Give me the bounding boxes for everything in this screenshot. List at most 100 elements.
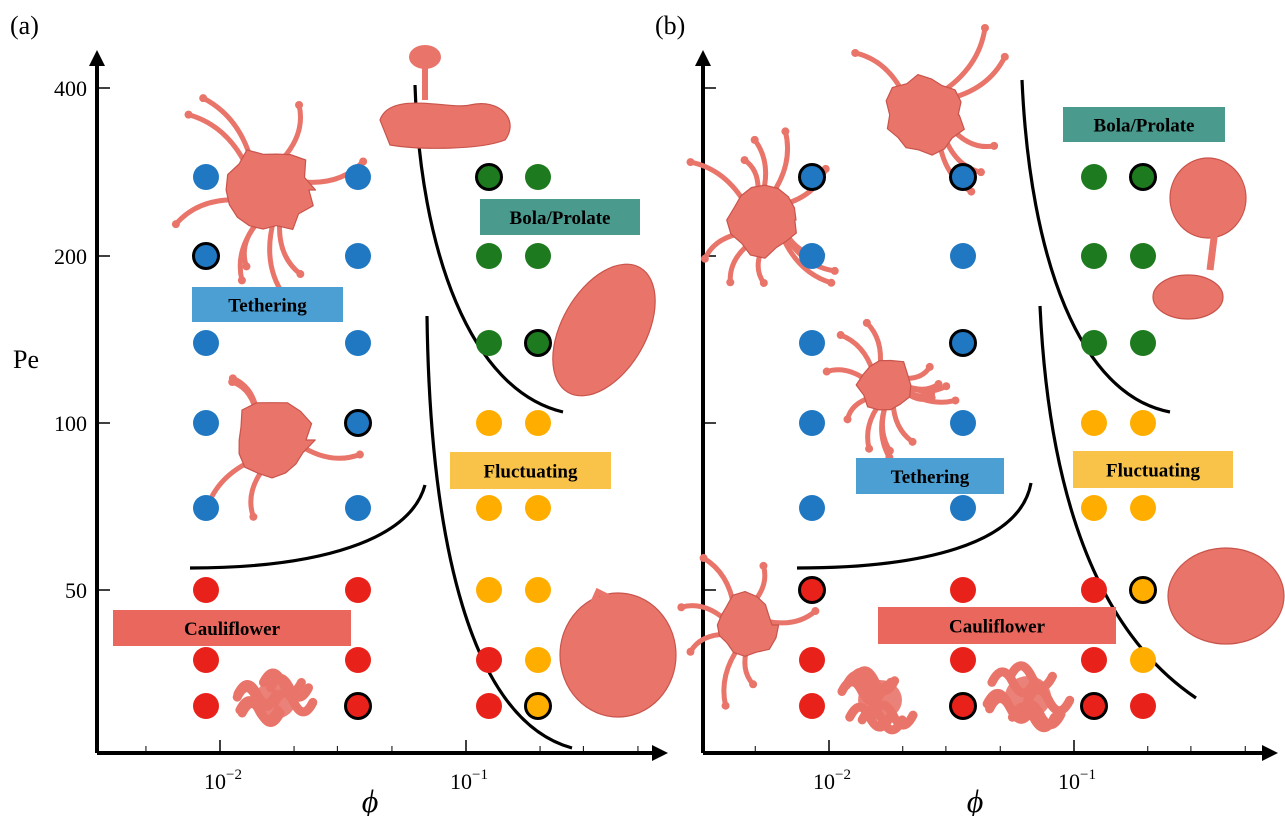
data-point-fluctuating xyxy=(1081,495,1107,521)
membrane-tether-tip xyxy=(990,141,999,150)
data-point-fluctuating xyxy=(476,577,502,603)
membrane-tether-tip xyxy=(822,367,831,376)
data-point-cauliflower xyxy=(1080,692,1108,720)
region-label-fluctuating-box xyxy=(450,452,611,489)
x-axis-arrow xyxy=(1262,745,1278,761)
membrane-tether-tip xyxy=(721,701,730,710)
membrane-tether-tip xyxy=(726,278,735,287)
membrane-tether-tip xyxy=(827,278,836,287)
data-point-tethering xyxy=(193,164,219,190)
membrane-fluctuating xyxy=(1167,547,1285,645)
membrane-prolate xyxy=(552,263,656,397)
membrane-tether-tip xyxy=(980,23,989,32)
membrane-tether-tip xyxy=(851,48,860,57)
data-point-bola-prolate xyxy=(1129,163,1157,191)
data-point-fluctuating xyxy=(1130,410,1156,436)
phase-boundary xyxy=(1038,305,1197,700)
x-tick-label: 10−2 xyxy=(813,767,851,794)
data-point-tethering xyxy=(949,163,977,191)
membrane-tether xyxy=(763,608,818,626)
x-tick-label: 10−2 xyxy=(204,767,242,794)
data-point-fluctuating xyxy=(525,495,551,521)
membrane-tether xyxy=(890,398,916,445)
data-point-bola-prolate xyxy=(476,330,502,356)
region-label-tethering-box xyxy=(192,287,343,322)
y-axis-arrow xyxy=(695,50,711,66)
membrane-tether-tip xyxy=(237,276,246,285)
data-point-bola-prolate xyxy=(1081,243,1107,269)
membrane-bola-head xyxy=(409,45,441,69)
membrane-tether-tip xyxy=(934,380,943,389)
membrane-tether-tip xyxy=(749,680,758,689)
phase-boundary xyxy=(1020,79,1171,414)
phase-boundary xyxy=(413,84,564,414)
data-point-fluctuating xyxy=(525,410,551,436)
data-point-fluctuating xyxy=(476,495,502,521)
data-point-fluctuating xyxy=(525,647,551,673)
membrane-tether-tip xyxy=(686,158,695,167)
data-point-cauliflower xyxy=(193,577,219,603)
data-point-bola-prolate xyxy=(1081,164,1107,190)
data-point-tethering xyxy=(799,330,825,356)
membrane-tether-tip xyxy=(951,396,960,405)
membrane-tether-tip xyxy=(171,220,180,229)
membrane-tether-tip xyxy=(750,135,759,144)
region-label-fluctuating: Fluctuating xyxy=(1106,461,1200,482)
data-point-bola-prolate xyxy=(475,163,503,191)
membrane-tether xyxy=(701,555,737,610)
phase-boundary xyxy=(189,484,427,570)
data-point-tethering xyxy=(345,243,371,269)
data-point-tethering xyxy=(950,495,976,521)
membrane-body xyxy=(885,74,965,156)
membrane-tether xyxy=(688,159,749,208)
membrane-tether-tip xyxy=(759,278,768,287)
x-tick-label: 10−1 xyxy=(1058,767,1096,794)
membrane-body xyxy=(225,149,317,230)
data-point-tethering xyxy=(799,243,825,269)
data-point-tethering xyxy=(799,495,825,521)
data-point-cauliflower xyxy=(950,577,976,603)
membrane-tether-tip xyxy=(942,382,951,391)
membrane-tether-tip xyxy=(359,157,368,166)
data-point-fluctuating xyxy=(1130,647,1156,673)
region-label-cauliflower-box xyxy=(878,607,1116,644)
data-point-cauliflower xyxy=(799,647,825,673)
membrane-tether-tip xyxy=(686,647,695,656)
membrane-tether-tip xyxy=(242,262,251,271)
x-axis-title: ϕ xyxy=(967,783,984,816)
region-label-cauliflower: Cauliflower xyxy=(949,617,1046,638)
data-point-cauliflower xyxy=(799,693,825,719)
panel-a: (a) 50 100 200 400 10−2 10−1 ϕ Pe Tethering Bola/P… xyxy=(10,11,677,816)
membrane-renders xyxy=(171,45,677,727)
membrane-tether-tip xyxy=(843,415,852,424)
region-label-cauliflower-box xyxy=(113,610,351,646)
y-axis-arrow xyxy=(89,50,105,66)
data-point-cauliflower xyxy=(1130,693,1156,719)
membrane-tether xyxy=(277,102,304,165)
region-label-fluctuating: Fluctuating xyxy=(484,462,578,483)
membrane-tether-tip xyxy=(836,331,845,340)
panel-letter: (b) xyxy=(655,11,685,40)
membrane-tether-tip xyxy=(862,318,871,327)
y-tick-label: 100 xyxy=(54,411,87,436)
data-point-fluctuating xyxy=(1129,576,1157,604)
data-point-fluctuating xyxy=(524,692,552,720)
membrane-tether-tip xyxy=(865,444,874,453)
membrane-tether-tip xyxy=(830,266,839,275)
region-label-tethering: Tethering xyxy=(228,296,307,317)
membrane-tether xyxy=(779,233,834,286)
y-axis-title: Pe xyxy=(13,345,39,374)
data-point-bola-prolate xyxy=(525,243,551,269)
data-point-bola-prolate xyxy=(1081,330,1107,356)
data-point-fluctuating xyxy=(1081,410,1107,436)
membrane-tether xyxy=(587,587,616,612)
membrane-body xyxy=(238,402,316,479)
membrane-tether xyxy=(186,112,251,173)
data-point-tethering xyxy=(799,410,825,436)
data-point-tethering xyxy=(344,409,372,437)
data-point-cauliflower xyxy=(193,647,219,673)
data-point-tethering xyxy=(192,242,220,270)
region-label-fluctuating-box xyxy=(1073,451,1233,488)
membrane-core xyxy=(858,680,902,720)
